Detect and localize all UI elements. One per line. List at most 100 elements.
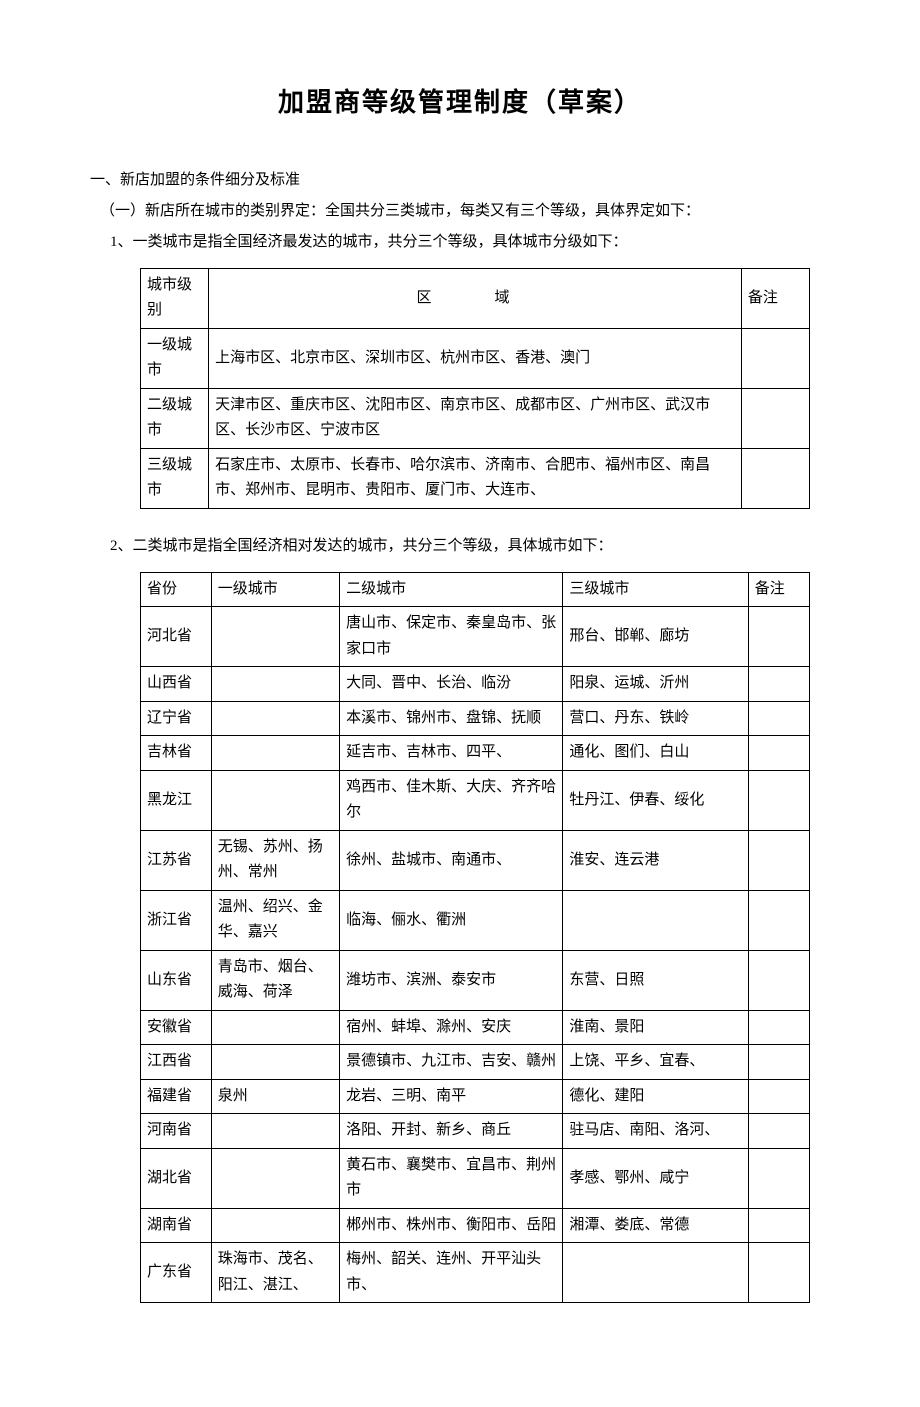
- heading-level-3-item2: 2、二类城市是指全国经济相对发达的城市，共分三个等级，具体城市如下：: [110, 533, 830, 560]
- cell-l2: 郴州市、株州市、衡阳市、岳阳: [340, 1208, 563, 1243]
- cell-level: 三级城市: [141, 448, 209, 508]
- cell-l1: [211, 667, 339, 702]
- table-row: 湖北省 黄石市、襄樊市、宜昌市、荆州市 孝感、鄂州、咸宁: [141, 1148, 810, 1208]
- cell-l1: [211, 1148, 339, 1208]
- table-row: 一级城市 上海市区、北京市区、深圳市区、杭州市区、香港、澳门: [141, 328, 810, 388]
- table-row: 江苏省 无锡、苏州、扬州、常州 徐州、盐城市、南通市、 淮安、连云港: [141, 830, 810, 890]
- table-header-row: 省份 一级城市 二级城市 三级城市 备注: [141, 572, 810, 607]
- cell-note: [748, 890, 809, 950]
- cell-province: 吉林省: [141, 736, 212, 771]
- cell-l3: 通化、图们、白山: [563, 736, 748, 771]
- cell-l3: 淮安、连云港: [563, 830, 748, 890]
- cell-province: 山西省: [141, 667, 212, 702]
- cell-l1: [211, 770, 339, 830]
- header-city-level: 城市级别: [141, 268, 209, 328]
- cell-l3: 阳泉、运城、沂州: [563, 667, 748, 702]
- cell-l1: 无锡、苏州、扬州、常州: [211, 830, 339, 890]
- cell-l2: 唐山市、保定市、秦皇岛市、张家口市: [340, 607, 563, 667]
- cell-note: [748, 701, 809, 736]
- table-row: 江西省 景德镇市、九江市、吉安、赣州 上饶、平乡、宜春、: [141, 1045, 810, 1080]
- table-row: 黑龙江 鸡西市、佳木斯、大庆、齐齐哈尔 牡丹江、伊春、绥化: [141, 770, 810, 830]
- cell-province: 湖南省: [141, 1208, 212, 1243]
- table-row: 山东省 青岛市、烟台、威海、荷泽 潍坊市、滨洲、泰安市 东营、日照: [141, 950, 810, 1010]
- cell-note: [741, 388, 809, 448]
- document-title: 加盟商等级管理制度（草案）: [90, 80, 830, 127]
- cell-l2: 梅州、韶关、连州、开平汕头市、: [340, 1243, 563, 1303]
- cell-l3: 湘潭、娄底、常德: [563, 1208, 748, 1243]
- cell-note: [748, 1114, 809, 1149]
- cell-province: 广东省: [141, 1243, 212, 1303]
- cell-note: [748, 1010, 809, 1045]
- cell-l1: [211, 1045, 339, 1080]
- table-row: 山西省 大同、晋中、长治、临汾 阳泉、运城、沂州: [141, 667, 810, 702]
- table-row: 湖南省 郴州市、株州市、衡阳市、岳阳 湘潭、娄底、常德: [141, 1208, 810, 1243]
- cell-l2: 黄石市、襄樊市、宜昌市、荆州市: [340, 1148, 563, 1208]
- cell-note: [748, 607, 809, 667]
- cell-l1: [211, 1208, 339, 1243]
- cell-region: 上海市区、北京市区、深圳市区、杭州市区、香港、澳门: [209, 328, 742, 388]
- cell-note: [748, 1148, 809, 1208]
- cell-province: 辽宁省: [141, 701, 212, 736]
- header-level1-city: 一级城市: [211, 572, 339, 607]
- heading-level-1: 一、新店加盟的条件细分及标准: [90, 167, 830, 194]
- header-note: 备注: [748, 572, 809, 607]
- cell-l2: 景德镇市、九江市、吉安、赣州: [340, 1045, 563, 1080]
- cell-l1: 泉州: [211, 1079, 339, 1114]
- table-row: 吉林省 延吉市、吉林市、四平、 通化、图们、白山: [141, 736, 810, 771]
- header-note: 备注: [741, 268, 809, 328]
- cell-note: [741, 328, 809, 388]
- header-level3-city: 三级城市: [563, 572, 748, 607]
- cell-level: 二级城市: [141, 388, 209, 448]
- cell-province: 湖北省: [141, 1148, 212, 1208]
- cell-province: 江西省: [141, 1045, 212, 1080]
- cell-l3: 上饶、平乡、宜春、: [563, 1045, 748, 1080]
- cell-note: [748, 950, 809, 1010]
- cell-note: [748, 830, 809, 890]
- cell-l3: 淮南、景阳: [563, 1010, 748, 1045]
- cell-l1: 青岛市、烟台、威海、荷泽: [211, 950, 339, 1010]
- header-province: 省份: [141, 572, 212, 607]
- cell-province: 江苏省: [141, 830, 212, 890]
- cell-l2: 大同、晋中、长治、临汾: [340, 667, 563, 702]
- cell-province: 河北省: [141, 607, 212, 667]
- cell-region: 天津市区、重庆市区、沈阳市区、南京市区、成都市区、广州市区、武汉市区、长沙市区、…: [209, 388, 742, 448]
- table-row: 福建省 泉州 龙岩、三明、南平 德化、建阳: [141, 1079, 810, 1114]
- cell-note: [741, 448, 809, 508]
- heading-level-2: （一）新店所在城市的类别界定：全国共分三类城市，每类又有三个等级，具体界定如下：: [100, 198, 830, 225]
- table-header-row: 城市级别 区 域 备注: [141, 268, 810, 328]
- cell-l2: 潍坊市、滨洲、泰安市: [340, 950, 563, 1010]
- table-row: 河南省 洛阳、开封、新乡、商丘 驻马店、南阳、洛河、: [141, 1114, 810, 1149]
- cell-l1: 温州、绍兴、金华、嘉兴: [211, 890, 339, 950]
- cell-province: 河南省: [141, 1114, 212, 1149]
- cell-l1: [211, 736, 339, 771]
- cell-l3: 牡丹江、伊春、绥化: [563, 770, 748, 830]
- table-class1-cities: 城市级别 区 域 备注 一级城市 上海市区、北京市区、深圳市区、杭州市区、香港、…: [140, 268, 810, 509]
- header-region: 区 域: [209, 268, 742, 328]
- cell-province: 浙江省: [141, 890, 212, 950]
- cell-l3: 东营、日照: [563, 950, 748, 1010]
- cell-note: [748, 667, 809, 702]
- cell-l3: [563, 1243, 748, 1303]
- table-class2-cities: 省份 一级城市 二级城市 三级城市 备注 河北省 唐山市、保定市、秦皇岛市、张家…: [140, 572, 810, 1304]
- cell-l1: [211, 607, 339, 667]
- cell-l2: 本溪市、锦州市、盘锦、抚顺: [340, 701, 563, 736]
- table-row: 安徽省 宿州、蚌埠、滁州、安庆 淮南、景阳: [141, 1010, 810, 1045]
- cell-l2: 龙岩、三明、南平: [340, 1079, 563, 1114]
- table-row: 辽宁省 本溪市、锦州市、盘锦、抚顺 营口、丹东、铁岭: [141, 701, 810, 736]
- cell-l2: 延吉市、吉林市、四平、: [340, 736, 563, 771]
- header-level2-city: 二级城市: [340, 572, 563, 607]
- cell-l3: 驻马店、南阳、洛河、: [563, 1114, 748, 1149]
- heading-level-3-item1: 1、一类城市是指全国经济最发达的城市，共分三个等级，具体城市分级如下：: [110, 229, 830, 256]
- cell-level: 一级城市: [141, 328, 209, 388]
- cell-l1: [211, 701, 339, 736]
- cell-province: 安徽省: [141, 1010, 212, 1045]
- cell-province: 福建省: [141, 1079, 212, 1114]
- cell-note: [748, 1079, 809, 1114]
- cell-l2: 徐州、盐城市、南通市、: [340, 830, 563, 890]
- table-row: 广东省 珠海市、茂名、阳江、湛江、 梅州、韶关、连州、开平汕头市、: [141, 1243, 810, 1303]
- table-row: 河北省 唐山市、保定市、秦皇岛市、张家口市 邢台、邯郸、廊坊: [141, 607, 810, 667]
- cell-l1: 珠海市、茂名、阳江、湛江、: [211, 1243, 339, 1303]
- cell-l1: [211, 1114, 339, 1149]
- cell-l3: 德化、建阳: [563, 1079, 748, 1114]
- cell-note: [748, 1243, 809, 1303]
